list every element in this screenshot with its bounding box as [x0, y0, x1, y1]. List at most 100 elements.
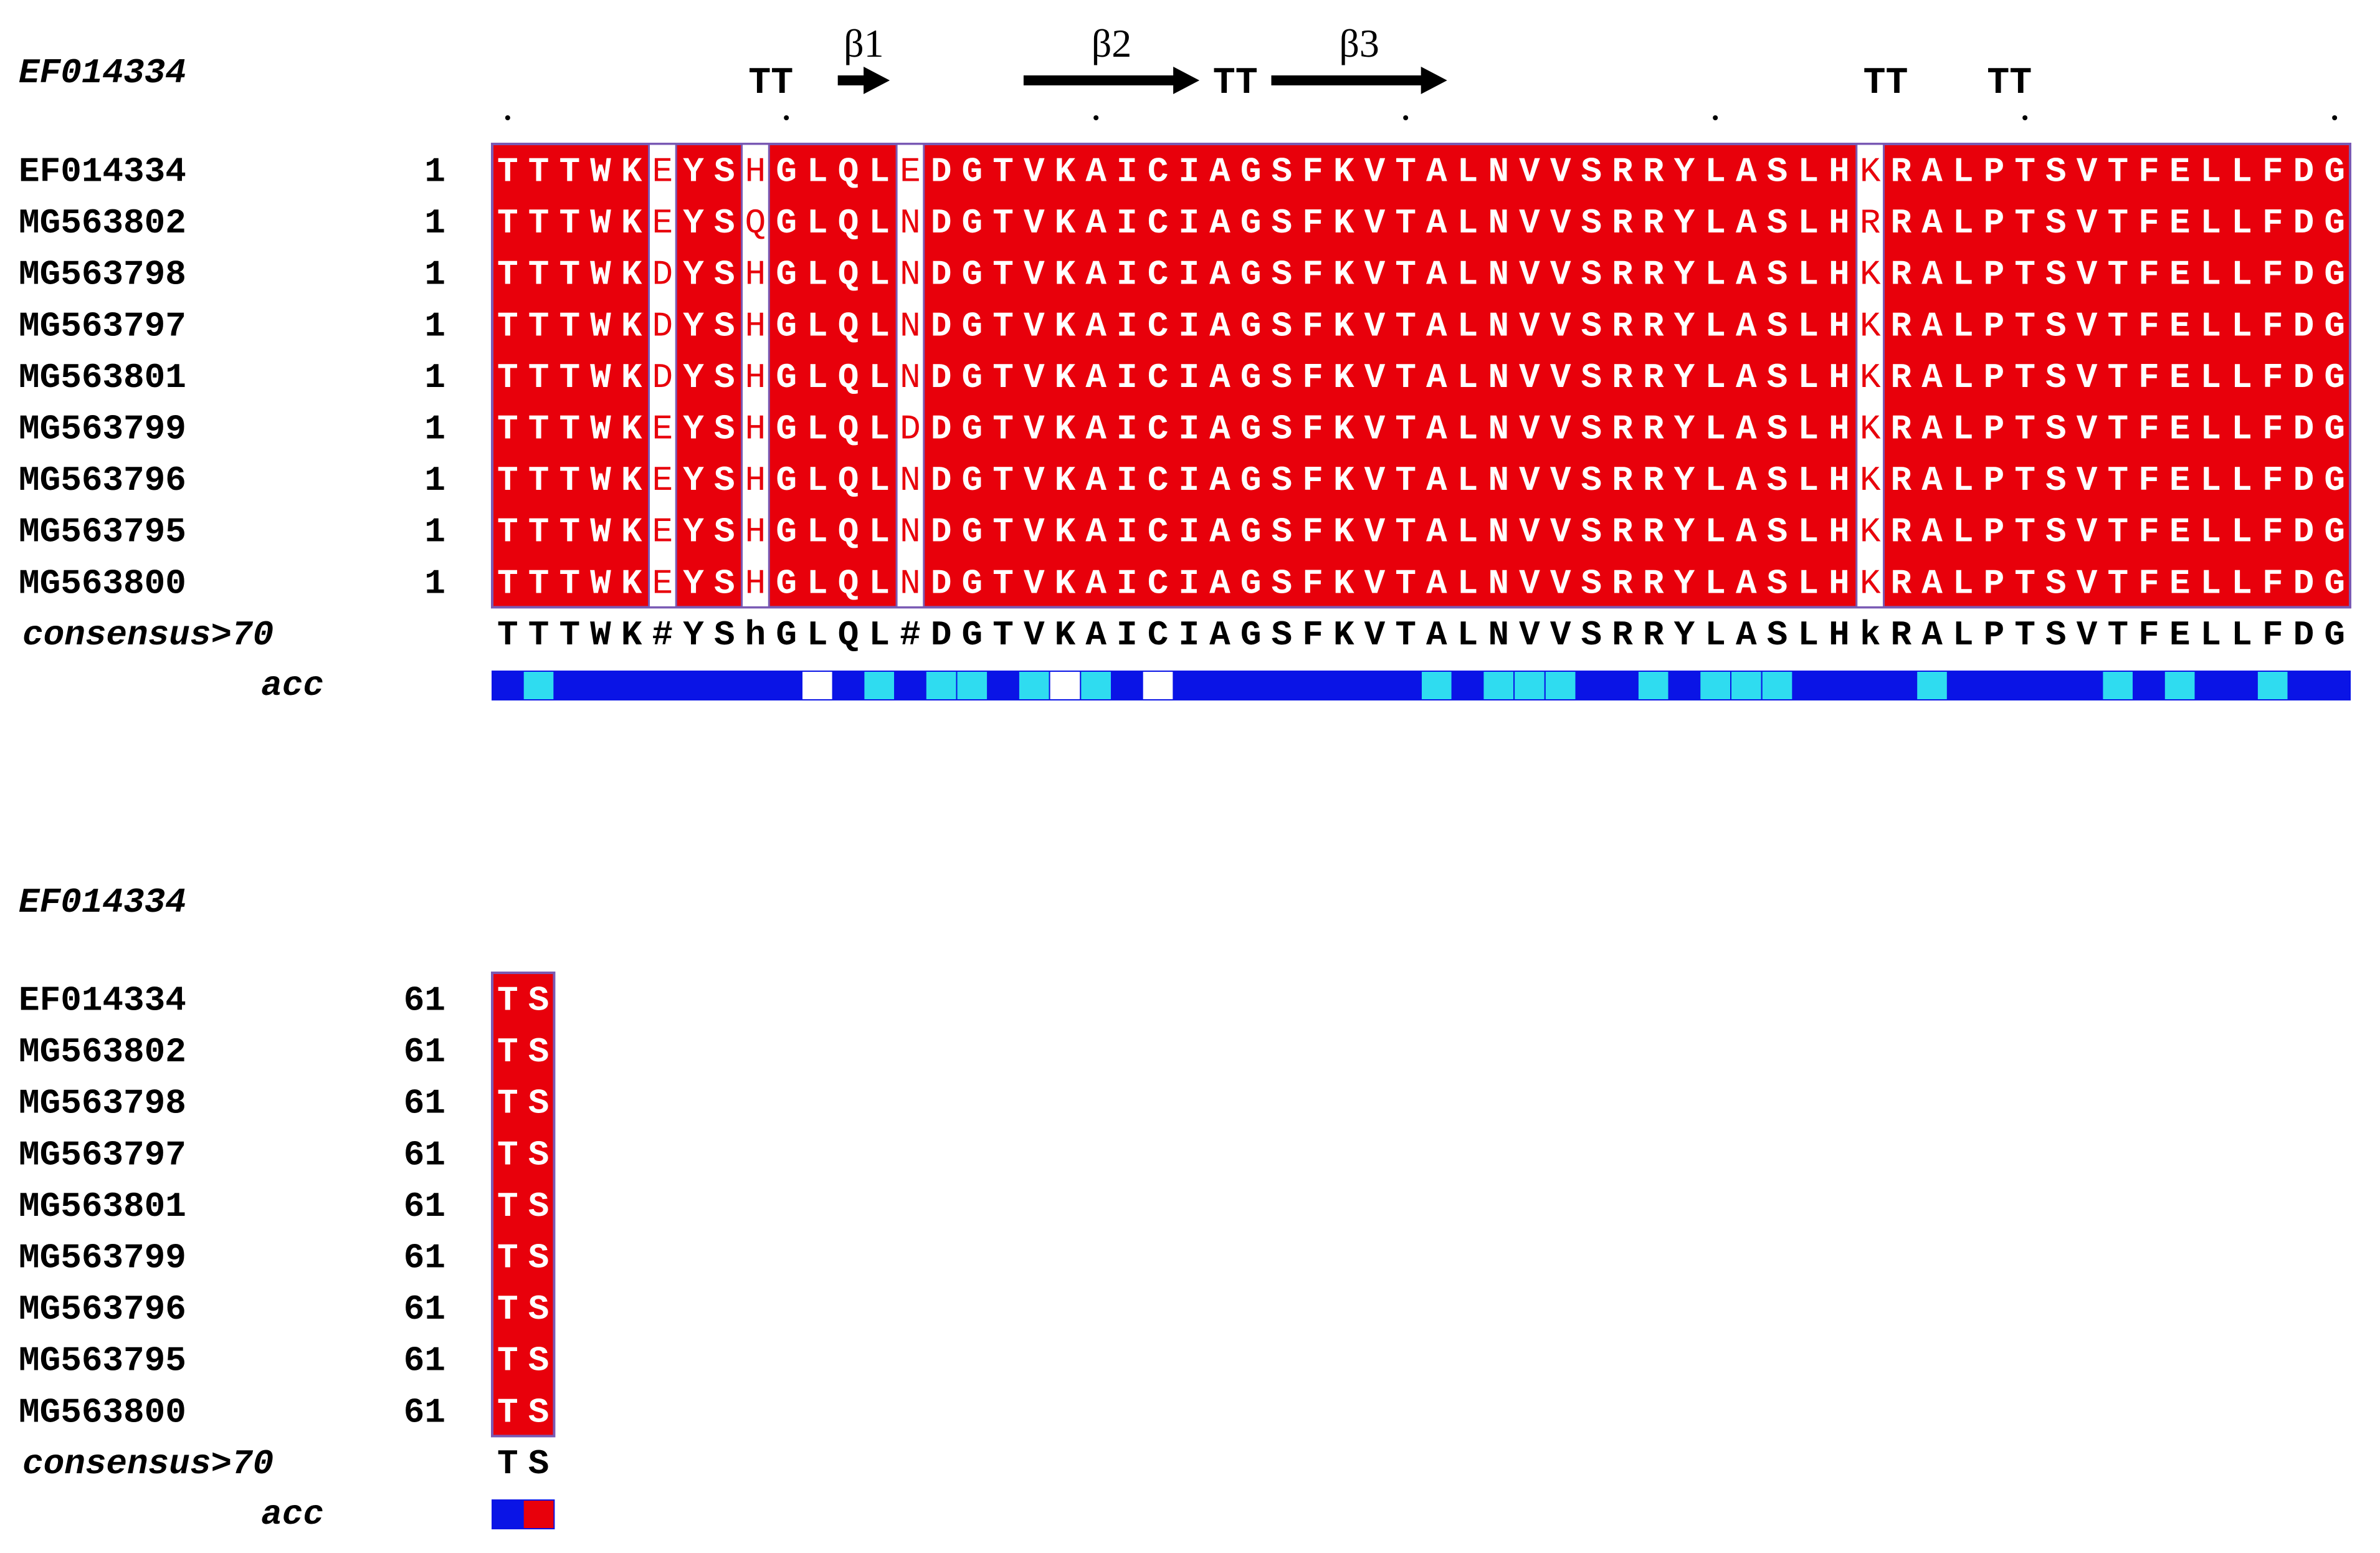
residue: F — [2262, 563, 2283, 603]
consensus-residue: A — [1921, 615, 1943, 655]
residue: A — [1426, 563, 1447, 603]
start-position-number: 1 — [424, 409, 445, 449]
accessibility-bar — [492, 671, 2351, 700]
residue: C — [1148, 255, 1169, 295]
start-position-number: 61 — [404, 1032, 445, 1072]
residue: T — [497, 1032, 518, 1072]
consensus-residue: S — [1581, 615, 1602, 655]
start-position-number: 61 — [404, 1289, 445, 1329]
residue: H — [745, 563, 766, 603]
consensus-residue: I — [1178, 615, 1199, 655]
residue: K — [1860, 461, 1881, 500]
residue: S — [1767, 512, 1788, 552]
sequence-row: MG563798 1 T T T W K D Y S H G L Q L N D G T V K A I C I A G S F K V T A… — [19, 255, 2345, 295]
residue: V — [1550, 151, 1571, 191]
residue: H — [745, 255, 766, 295]
residue: F — [1302, 461, 1323, 500]
sequence-name: MG563799 — [19, 409, 186, 449]
residue: Y — [1674, 203, 1695, 243]
residue: G — [1240, 203, 1262, 243]
residue: G — [962, 563, 983, 603]
residue: A — [1736, 358, 1757, 398]
residue: Y — [683, 512, 704, 552]
residue: G — [776, 409, 797, 449]
residue: T — [497, 512, 518, 552]
consensus-residue: D — [2293, 615, 2315, 655]
residue: E — [2169, 563, 2191, 603]
residue: Q — [745, 203, 766, 243]
consensus-residue: T — [2014, 615, 2035, 655]
residue: S — [1767, 151, 1788, 191]
residue: K — [621, 512, 642, 552]
residue: S — [528, 1032, 550, 1072]
residue: S — [1581, 358, 1602, 398]
residue: A — [1736, 306, 1757, 346]
residue: G — [1240, 409, 1262, 449]
residue: I — [1116, 151, 1138, 191]
consensus-label: consensus>70 — [22, 615, 274, 655]
residue: L — [2201, 512, 2222, 552]
residue: H — [1829, 255, 1850, 295]
residue: Q — [838, 409, 859, 449]
residue: L — [1953, 358, 1974, 398]
residue: V — [1519, 151, 1540, 191]
sequence-row: MG563800 61 T S — [19, 1392, 549, 1432]
residue: E — [2169, 203, 2191, 243]
residue: F — [1302, 358, 1323, 398]
residue: A — [1209, 563, 1230, 603]
residue: T — [2014, 461, 2035, 500]
residue: L — [807, 563, 828, 603]
residue: D — [931, 306, 952, 346]
accessibility-cell — [832, 671, 865, 700]
start-position-number: 61 — [404, 1392, 445, 1432]
residue: T — [2014, 151, 2035, 191]
residue: A — [1209, 203, 1230, 243]
residue: A — [1921, 461, 1943, 500]
accessibility-cell — [677, 671, 710, 700]
residue: I — [1116, 512, 1138, 552]
residue: T — [1395, 461, 1416, 500]
residue: L — [1797, 306, 1819, 346]
residue: V — [1364, 563, 1386, 603]
accessibility-cell — [1017, 671, 1050, 700]
consensus-residue: K — [1333, 615, 1354, 655]
residue: V — [1364, 151, 1386, 191]
residue: A — [1209, 358, 1230, 398]
residue: V — [1550, 563, 1571, 603]
residue: R — [1891, 512, 1912, 552]
accessibility-cell — [1544, 671, 1577, 700]
residue: H — [1829, 563, 1850, 603]
residue: N — [1488, 512, 1509, 552]
reference-sequence-label: EF014334 — [19, 53, 186, 93]
residue: K — [1860, 409, 1881, 449]
residue: K — [1055, 358, 1076, 398]
residue: L — [1457, 203, 1478, 243]
sequence-name: MG563800 — [19, 563, 186, 603]
residue: T — [497, 306, 518, 346]
consensus-residue: h — [745, 615, 766, 655]
residue: G — [1240, 358, 1262, 398]
residue: K — [621, 358, 642, 398]
residue: I — [1178, 151, 1199, 191]
residue: K — [1333, 461, 1354, 500]
sequence-row: MG563796 1 T T T W K E Y S H G L Q L N D G T V K A I C I A G S F K V T A… — [19, 461, 2345, 500]
residue: S — [528, 1135, 550, 1175]
residue: K — [1055, 461, 1076, 500]
residue: L — [2231, 151, 2252, 191]
start-position-number: 61 — [404, 1084, 445, 1124]
residue: K — [1860, 151, 1881, 191]
residue: L — [1457, 563, 1478, 603]
residue: T — [559, 306, 580, 346]
sequence-name: MG563796 — [19, 461, 186, 500]
residue: G — [2324, 203, 2345, 243]
residue: G — [1240, 461, 1262, 500]
residue: R — [1891, 461, 1912, 500]
accessibility-cell — [925, 671, 958, 700]
residue: S — [1272, 358, 1293, 398]
sequence-name: MG563795 — [19, 1341, 186, 1381]
residue: R — [1891, 255, 1912, 295]
residue: E — [2169, 255, 2191, 295]
residue: S — [714, 358, 735, 398]
residue: G — [776, 306, 797, 346]
